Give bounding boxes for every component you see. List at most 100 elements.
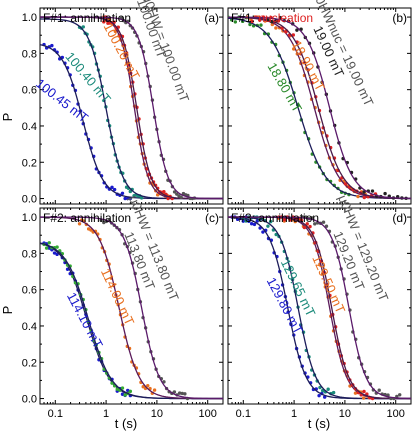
y-tick-label: 0.8: [22, 48, 37, 60]
panel-title-prefix: F#3:: [231, 211, 258, 225]
data-point: [128, 389, 133, 394]
panel-letter: (b): [392, 11, 407, 25]
field-label: μ0HW = 100.00 mT: [139, 0, 192, 104]
data-point: [266, 224, 270, 228]
fit-curve: [228, 216, 411, 400]
data-point: [274, 18, 278, 23]
data-point: [52, 251, 57, 255]
series-1: [228, 215, 411, 400]
data-point: [274, 26, 278, 30]
series-4: [40, 216, 223, 401]
plot-area: [228, 15, 411, 200]
series-5: [40, 16, 223, 201]
data-point: [313, 222, 317, 226]
data-point: [110, 185, 114, 190]
y-tick-label: 0.2: [22, 157, 37, 169]
x-tick-label: 10: [339, 408, 351, 420]
data-point: [162, 189, 166, 194]
y-tick-label: 1.0: [22, 212, 37, 224]
x-tick-label: 1: [291, 408, 297, 420]
series-3: [228, 215, 411, 400]
plot-area: [228, 215, 411, 401]
x-axis-label-left: t (s): [115, 416, 137, 431]
data-point: [321, 220, 326, 224]
panel-letter: (c): [205, 211, 219, 225]
data-point: [233, 20, 238, 24]
data-point: [172, 190, 177, 194]
panel-c: 0.0 0.2 0.4 0.6 0.8 1.0 0.1 1 10 100 114.10 mT114.…: [22, 193, 224, 420]
data-point: [179, 195, 183, 199]
data-point: [250, 19, 254, 24]
data-point: [115, 387, 119, 391]
data-point: [318, 385, 322, 390]
x-axis-label-right: t (s): [308, 416, 330, 431]
data-point: [44, 246, 49, 250]
series-2: [228, 215, 411, 400]
data-point: [362, 389, 366, 394]
panel-title: F#2: annihilation: [43, 211, 131, 225]
data-point: [244, 219, 248, 223]
y-axis-label-top: P: [0, 113, 15, 122]
fit-curve: [228, 16, 411, 200]
data-point: [362, 195, 366, 200]
panel-title: F#3: annihilation: [231, 211, 319, 225]
panel-title: F#1: annihilation: [43, 11, 131, 25]
data-point: [259, 23, 263, 27]
data-point: [146, 383, 150, 388]
panel-title-main: annihilation: [70, 11, 131, 25]
fit-curve: [40, 216, 223, 400]
fit-curve: [228, 216, 411, 400]
fit-curve: [228, 216, 411, 400]
field-label: μ0HWnuc = 19.00 mT: [309, 0, 376, 109]
y-tick-label: 0.4: [22, 321, 37, 333]
panel-title-main: annihilation: [70, 211, 131, 225]
fit-curve: [228, 216, 411, 400]
y-tick-label: 0.2: [22, 357, 37, 369]
data-point: [326, 387, 330, 391]
plot-frame: [39, 7, 224, 205]
plot-frame: [39, 207, 224, 405]
data-point: [177, 391, 182, 395]
data-point: [282, 218, 287, 222]
data-point: [249, 222, 254, 226]
y-axis-label-bottom: P: [0, 306, 15, 315]
data-point: [268, 219, 273, 224]
series-5: [228, 215, 411, 401]
data-point: [361, 396, 366, 400]
x-tick-label: 0.1: [236, 408, 251, 420]
data-point: [317, 393, 321, 398]
y-tick-label: 0.6: [22, 85, 37, 97]
data-point: [120, 386, 125, 390]
y-tick-label: 0.8: [22, 248, 37, 260]
series-label: 100.45 mT: [33, 76, 91, 126]
data-point: [77, 222, 82, 226]
y-tick-label: 1.0: [22, 12, 37, 24]
data-point: [278, 15, 282, 20]
panel-title-prefix: F#1:: [43, 11, 70, 25]
data-point: [166, 196, 170, 201]
y-tick-label: 0.0: [22, 194, 37, 206]
panel-title: F#1: nucleation: [231, 11, 313, 25]
x-tick-label: 1: [103, 408, 109, 420]
data-point: [102, 220, 106, 225]
data-point: [274, 232, 278, 237]
data-point: [353, 391, 358, 395]
plot-area: [40, 15, 223, 201]
data-point: [377, 388, 381, 392]
data-point: [102, 20, 106, 24]
data-point: [120, 191, 125, 195]
panel-letter: (a): [204, 11, 219, 25]
data-point: [270, 19, 274, 24]
data-point: [47, 241, 51, 245]
data-point: [81, 25, 85, 29]
data-point: [152, 388, 157, 392]
plot-frame: [227, 7, 412, 205]
series-4: [228, 15, 411, 200]
data-point: [55, 245, 59, 249]
data-point: [302, 225, 307, 230]
data-point: [343, 182, 348, 186]
data-point: [265, 18, 270, 22]
